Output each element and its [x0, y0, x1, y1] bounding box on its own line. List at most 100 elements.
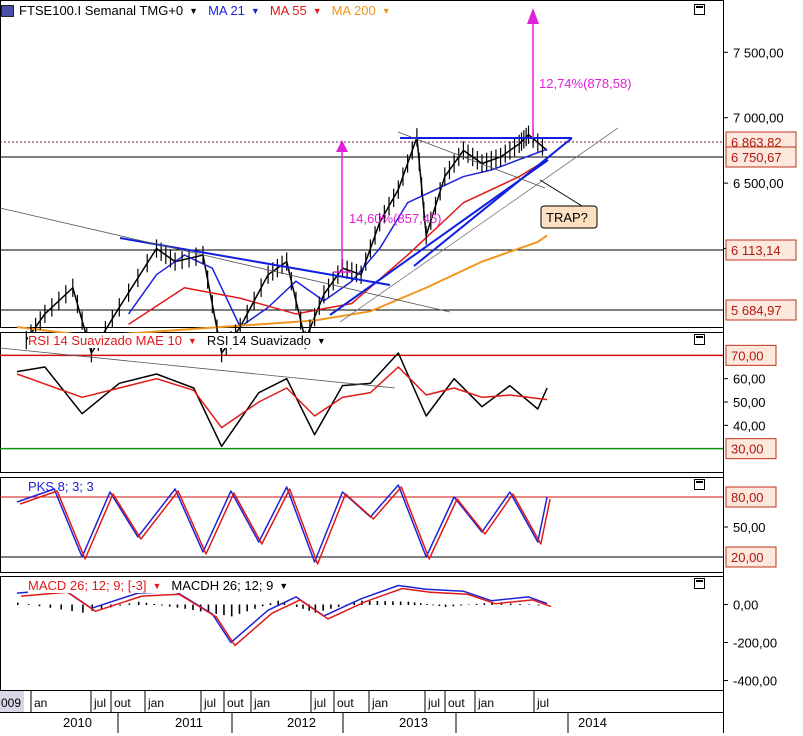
rsi-panel-title-a[interactable]: RSI 14 Suavizado MAE 10 — [28, 333, 182, 348]
macdh-bar — [38, 604, 41, 607]
macdh-bar — [483, 603, 486, 605]
dropdown-arrow-icon[interactable]: ▼ — [279, 580, 289, 591]
macdh-bar — [322, 604, 324, 611]
macd-panel-minimize-button[interactable] — [694, 578, 705, 589]
level-value-label: 6 113,14 — [731, 243, 781, 258]
indicator-ma21[interactable]: MA 21 — [208, 3, 245, 18]
month-label: jan — [147, 696, 164, 710]
month-label: jul — [203, 696, 216, 710]
macdh-bar — [491, 602, 493, 605]
rsi-panel-title-b[interactable]: RSI 14 Suavizado — [206, 333, 311, 348]
annotation-prior-move: 14,60%(857,45) — [349, 211, 442, 226]
month-label: out — [114, 696, 131, 710]
macdh-bar — [296, 604, 298, 607]
level-value-label: 6 750,67 — [731, 150, 782, 165]
price-axis-label: 6 500,00 — [733, 176, 784, 191]
year-label: 2012 — [287, 715, 316, 730]
macdh-bar — [353, 602, 355, 605]
pks-axis-label: 50,00 — [733, 520, 766, 535]
macdh-bar — [223, 604, 225, 616]
annotation-trap: TRAP? — [546, 210, 588, 225]
rsi-level-box — [725, 438, 777, 460]
level-value-box — [725, 239, 797, 261]
year-label: 2014 — [578, 715, 607, 730]
month-label: an — [34, 696, 47, 710]
macdh-bar — [475, 603, 478, 605]
time-axis-start-marker — [0, 691, 24, 712]
macdh-bar — [368, 600, 371, 605]
macdh-bar — [537, 604, 540, 606]
callout-pointer — [539, 179, 583, 207]
macdh-bar — [528, 604, 531, 605]
annotation-target: 12,74%(878,58) — [539, 76, 632, 91]
dropdown-arrow-icon[interactable]: ▼ — [152, 580, 162, 591]
macdh-bar — [137, 601, 140, 605]
rsi-panel-header: RSI 14 Suavizado MAE 10 ▼ RSI 14 Suaviza… — [28, 333, 332, 348]
pks-panel-minimize-button[interactable] — [694, 479, 705, 490]
month-label: jan — [253, 696, 270, 710]
macdh-bar — [460, 604, 462, 606]
macdh-bar — [60, 604, 62, 610]
macdh-bar — [420, 603, 422, 605]
macdh-bar — [399, 601, 402, 605]
chart-logo-icon — [1, 4, 14, 17]
macdh-bar — [432, 604, 434, 606]
macdh-bar — [176, 604, 179, 608]
rsi-axis-label: 40,00 — [733, 418, 766, 433]
rsi-mae-series — [16, 366, 548, 429]
macdh-bar — [407, 601, 410, 605]
pks-level-box — [725, 546, 777, 568]
macdh-bar — [337, 604, 340, 607]
level-value-label: 6 863,82 — [731, 135, 782, 150]
macdh-bar — [500, 603, 503, 605]
rsi-trendline — [0, 347, 396, 389]
month-label: 009 — [1, 696, 21, 710]
arrow-head-icon — [336, 140, 348, 152]
ma21-series — [127, 148, 548, 328]
indicator-ma55[interactable]: MA 55 — [269, 3, 307, 18]
macd-panel-title-b[interactable]: MACDH 26; 12; 9 — [171, 578, 274, 593]
macdh-bar — [330, 604, 332, 609]
main-panel-minimize-button[interactable] — [694, 4, 705, 15]
dropdown-arrow-icon[interactable]: ▼ — [381, 5, 391, 16]
macdh-bar — [100, 604, 103, 610]
macdh-bar — [82, 604, 84, 613]
dropdown-arrow-icon[interactable]: ▼ — [187, 335, 197, 346]
dropdown-arrow-icon[interactable]: ▼ — [189, 5, 199, 16]
dropdown-arrow-icon[interactable]: ▼ — [312, 5, 322, 16]
rsi-panel-minimize-button[interactable] — [694, 334, 705, 345]
macdh-bar — [438, 604, 441, 607]
main-panel-title[interactable]: FTSE100.I Semanal TMG+0 — [19, 3, 184, 18]
macdh-bar — [392, 601, 394, 605]
rsi-series — [16, 352, 548, 448]
macd-panel-header: MACD 26; 12; 9; [-3] ▼ MACDH 26; 12; 9 ▼ — [28, 578, 295, 593]
ma55-series — [128, 158, 548, 326]
year-label: 2010 — [63, 715, 92, 730]
macd-panel-title-a[interactable]: MACD 26; 12; 9; [-3] — [28, 578, 147, 593]
rsi-axis-label: 50,00 — [733, 395, 766, 410]
macd-signal-series — [20, 587, 552, 647]
macdh-bar — [277, 600, 279, 605]
month-label: jul — [536, 696, 549, 710]
macdh-bar — [207, 604, 210, 613]
macdh-bar — [384, 601, 386, 605]
pks-level-box — [725, 486, 777, 508]
macdh-bar — [27, 604, 30, 605]
dropdown-arrow-icon[interactable]: ▼ — [316, 335, 326, 346]
macdh-bar — [308, 604, 310, 611]
macd-series — [16, 584, 548, 644]
pks-panel-title[interactable]: PKS 8; 3; 3 — [28, 479, 94, 494]
indicator-ma200[interactable]: MA 200 — [331, 3, 376, 18]
macdh-bar — [119, 604, 121, 606]
dropdown-arrow-icon[interactable]: ▼ — [250, 5, 260, 16]
macdh-bar — [444, 604, 447, 607]
macdh-bar — [468, 604, 470, 605]
level-value-label: 5 684,97 — [731, 303, 782, 318]
rsi-level-label: 70,00 — [731, 348, 764, 363]
macdh-bar — [128, 603, 131, 605]
trendline-rising-support — [413, 137, 573, 267]
macdh-bar — [302, 604, 304, 609]
